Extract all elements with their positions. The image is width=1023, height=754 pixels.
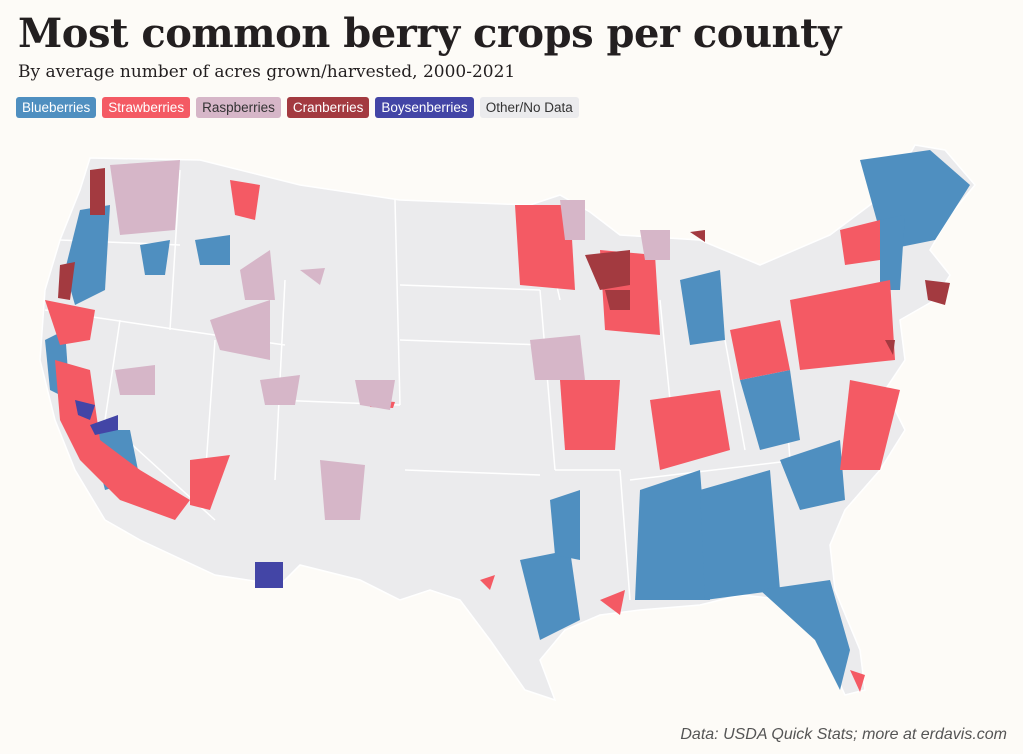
legend-strawberries: Strawberries [102, 97, 191, 118]
cranberry-counties [58, 168, 950, 355]
legend-cranberries: Cranberries [286, 97, 370, 118]
chart-subtitle: By average number of acres grown/harvest… [18, 62, 516, 82]
legend-raspberries: Raspberries [196, 97, 281, 118]
boysenberry-counties [75, 400, 283, 588]
legend-other: Other/No Data [479, 97, 579, 118]
blueberry-counties [45, 150, 970, 690]
legend: Blueberries Strawberries Raspberries Cra… [16, 97, 579, 118]
us-county-map [39, 144, 976, 702]
raspberry-counties [110, 160, 670, 520]
legend-blueberries: Blueberries [16, 97, 97, 118]
legend-boysenberries: Boysenberries [375, 97, 474, 118]
strawberry-counties [45, 180, 900, 692]
chart-title: Most common berry crops per county [18, 10, 841, 57]
source-credit: Data: USDA Quick Stats; more at erdavis.… [680, 726, 1007, 743]
